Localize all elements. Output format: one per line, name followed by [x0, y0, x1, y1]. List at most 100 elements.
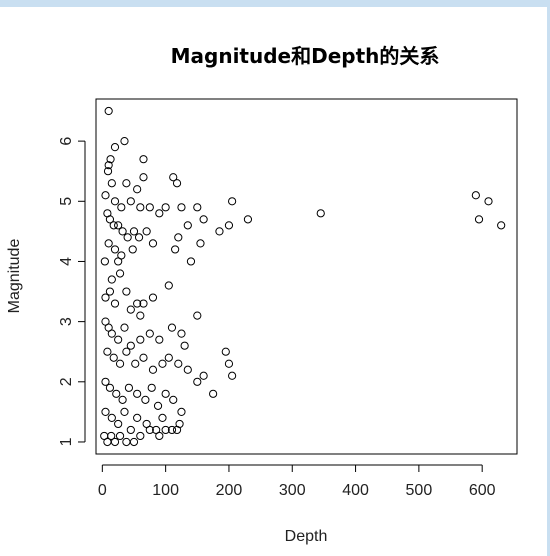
- data-point: [155, 209, 164, 218]
- data-point: [107, 329, 116, 338]
- data-point: [155, 335, 164, 344]
- data-point: [133, 185, 142, 194]
- data-point: [186, 257, 196, 266]
- data-point: [118, 395, 127, 404]
- data-point: [104, 161, 113, 170]
- data-point: [167, 425, 177, 435]
- data-point: [228, 371, 237, 380]
- data-point: [177, 329, 186, 338]
- x-axis: 0 100 200 300 400 500 600: [98, 464, 496, 499]
- data-point: [126, 341, 135, 350]
- data-point: [177, 203, 186, 212]
- data-point: [101, 191, 110, 200]
- data-point: [103, 167, 113, 176]
- x-axis-label: Depth: [285, 528, 328, 545]
- data-point: [136, 203, 145, 212]
- data-point: [164, 281, 173, 290]
- data-point: [209, 389, 218, 398]
- data-point: [224, 221, 234, 230]
- data-point: [193, 203, 202, 212]
- data-point: [100, 257, 109, 266]
- data-point: [169, 395, 178, 404]
- data-point: [122, 437, 131, 447]
- data-point: [164, 353, 173, 362]
- data-point: [114, 221, 123, 230]
- data-point: [161, 425, 170, 435]
- data-point: [180, 341, 189, 350]
- data-point: [243, 215, 253, 224]
- x-tick-label: 100: [152, 482, 179, 499]
- data-point: [139, 353, 148, 362]
- data-point: [136, 431, 145, 441]
- data-point: [107, 431, 116, 441]
- x-tick-label: 400: [342, 482, 369, 499]
- data-point: [171, 245, 180, 254]
- y-tick-label: 1: [58, 437, 75, 446]
- y-tick-label: 6: [58, 137, 75, 146]
- data-point: [139, 155, 148, 164]
- data-point: [193, 311, 202, 320]
- data-point: [199, 215, 208, 224]
- data-point: [110, 197, 120, 206]
- x-tick-label: 0: [98, 482, 107, 499]
- plot-box: [95, 98, 518, 455]
- data-point: [109, 221, 118, 230]
- data-point: [183, 221, 192, 230]
- right-border-band: [547, 0, 550, 556]
- y-axis: 1 2 3 4 5 6: [58, 137, 86, 446]
- data-point: [484, 197, 493, 206]
- data-point: [174, 233, 183, 242]
- data-point: [104, 239, 113, 248]
- data-point: [105, 287, 115, 296]
- data-point: [199, 371, 208, 380]
- chart-title: Magnitude和Depth的关系: [171, 44, 440, 68]
- data-point: [172, 425, 182, 435]
- data-point: [155, 431, 164, 441]
- data-point: [139, 173, 148, 182]
- data-point: [104, 106, 113, 116]
- data-point: [161, 203, 170, 212]
- data-point: [169, 173, 178, 182]
- data-point: [224, 359, 234, 368]
- data-point: [177, 407, 186, 416]
- data-point: [110, 437, 120, 447]
- data-point: [215, 227, 224, 236]
- x-tick-label: 300: [279, 482, 306, 499]
- data-point: [145, 329, 154, 338]
- data-point: [148, 365, 158, 374]
- x-tick-label: 500: [406, 482, 433, 499]
- data-points: [100, 106, 506, 447]
- data-point: [221, 347, 230, 356]
- y-tick-label: 4: [58, 257, 75, 266]
- y-tick-label: 3: [58, 317, 75, 326]
- data-point: [105, 383, 115, 392]
- data-point: [112, 389, 121, 398]
- data-point: [193, 377, 202, 386]
- data-point: [196, 239, 205, 248]
- data-point: [110, 299, 120, 308]
- data-point: [114, 419, 123, 429]
- data-point: [117, 203, 126, 212]
- data-point: [148, 239, 158, 248]
- data-point: [471, 191, 480, 200]
- data-point: [183, 365, 192, 374]
- data-point: [228, 197, 237, 206]
- data-point: [122, 179, 131, 188]
- data-point: [128, 245, 137, 254]
- data-point: [136, 311, 145, 320]
- y-tick-label: 2: [58, 377, 75, 386]
- data-point: [118, 227, 127, 236]
- data-point: [134, 233, 144, 242]
- data-point: [133, 413, 142, 422]
- data-point: [133, 299, 142, 308]
- data-point: [122, 347, 131, 356]
- data-point: [114, 257, 123, 266]
- data-point: [148, 293, 158, 302]
- data-point: [114, 335, 123, 344]
- data-point: [129, 437, 139, 447]
- data-point: [126, 425, 135, 435]
- data-point: [101, 407, 110, 416]
- data-point: [107, 179, 116, 188]
- y-tick-label: 5: [58, 197, 75, 206]
